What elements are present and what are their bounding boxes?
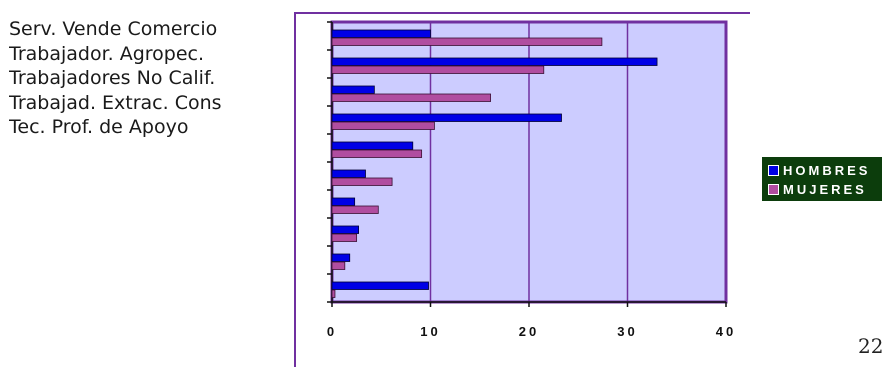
legend-swatch-hombres	[768, 164, 779, 176]
legend-label-hombres: HOMBRES	[783, 162, 871, 178]
bar-hombres	[331, 141, 414, 150]
bar-hombres	[331, 57, 658, 66]
chart-legend: HOMBRES MUJERES	[762, 157, 882, 201]
bar-mujeres	[331, 121, 435, 130]
bar-mujeres	[331, 93, 491, 102]
bar-mujeres	[331, 37, 603, 46]
chart-frame-left	[294, 12, 296, 367]
bar-hombres	[331, 225, 359, 234]
x-tick-label: 0	[327, 324, 337, 339]
x-tick-label: 40	[716, 324, 736, 339]
category-label: Tec. Prof. de Apoyo	[9, 116, 189, 139]
category-label: Trabajad. Extrac. Cons	[9, 91, 222, 114]
bar-mujeres	[331, 149, 423, 158]
bar-hombres	[331, 281, 429, 290]
category-label: Serv. Vende Comercio	[9, 18, 218, 40]
bar-mujeres	[331, 65, 545, 74]
bar-mujeres	[331, 289, 336, 298]
legend-label-mujeres: MUJERES	[783, 181, 867, 197]
legend-swatch-mujeres	[768, 183, 779, 195]
x-tick-label: 20	[519, 324, 539, 339]
legend-item-hombres: HOMBRES	[768, 161, 870, 179]
x-tick-label: 10	[420, 324, 440, 339]
bar-mujeres	[331, 233, 358, 242]
category-label: Trabajadores No Calif.	[9, 67, 216, 90]
bar-mujeres	[331, 177, 393, 186]
bar-hombres	[331, 197, 356, 206]
category-labels: Serv. Vende Comercio Trabajador. Agropec…	[9, 17, 299, 140]
bar-hombres	[331, 85, 375, 94]
legend-item-mujeres: MUJERES	[768, 180, 867, 198]
bar-hombres	[331, 253, 351, 262]
bar-mujeres	[331, 205, 379, 214]
chart-frame-top	[294, 12, 750, 14]
bar-hombres	[331, 169, 366, 178]
bar-mujeres	[331, 261, 346, 270]
bar-hombres	[331, 113, 562, 122]
bar-hombres	[331, 29, 431, 38]
x-tick-label: 30	[617, 324, 637, 339]
page-number: 22	[858, 334, 884, 358]
category-label: Trabajador. Agropec.	[9, 42, 205, 65]
